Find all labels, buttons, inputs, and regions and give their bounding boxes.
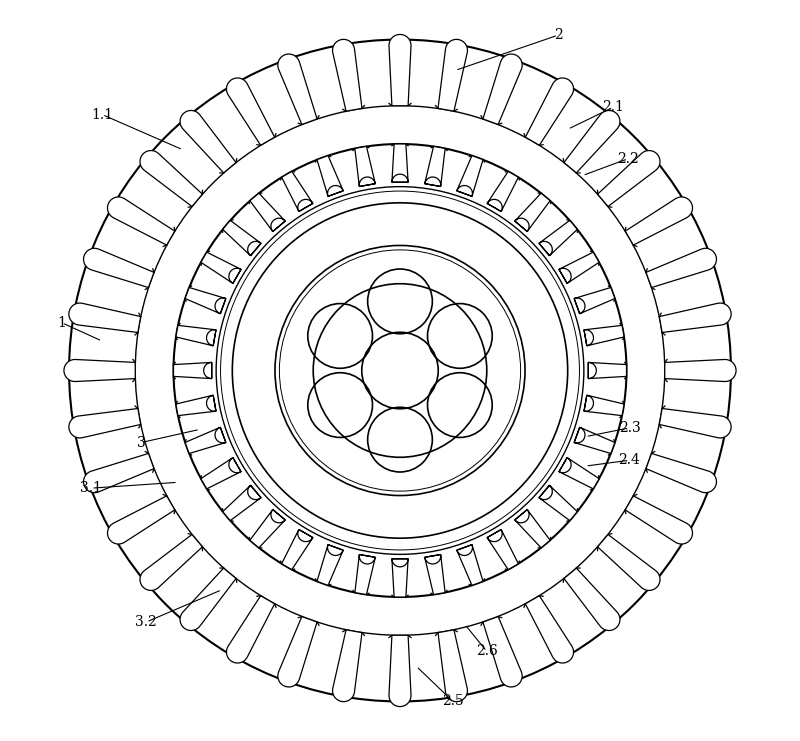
Polygon shape [69, 408, 141, 438]
Polygon shape [626, 197, 693, 245]
Polygon shape [83, 248, 154, 288]
Polygon shape [392, 559, 408, 597]
Polygon shape [69, 303, 141, 333]
Text: 3.1: 3.1 [80, 481, 102, 495]
Polygon shape [355, 147, 375, 187]
Polygon shape [526, 78, 574, 145]
Polygon shape [174, 362, 212, 379]
Polygon shape [389, 35, 411, 106]
Polygon shape [659, 408, 731, 438]
Polygon shape [392, 144, 408, 182]
Text: 2.3: 2.3 [618, 421, 640, 435]
Text: 3.2: 3.2 [135, 615, 157, 629]
Text: 2.4: 2.4 [618, 453, 640, 468]
Polygon shape [646, 248, 717, 288]
Polygon shape [201, 252, 241, 283]
Polygon shape [559, 252, 599, 283]
Polygon shape [389, 635, 411, 706]
Polygon shape [483, 54, 522, 124]
Polygon shape [539, 485, 578, 521]
Polygon shape [226, 596, 274, 663]
Polygon shape [457, 545, 483, 585]
Polygon shape [140, 150, 202, 207]
Text: 2.5: 2.5 [442, 694, 464, 708]
Polygon shape [564, 568, 620, 631]
Polygon shape [515, 193, 550, 231]
Polygon shape [659, 303, 731, 333]
Polygon shape [564, 110, 620, 173]
Text: 1.1: 1.1 [91, 107, 113, 122]
Polygon shape [584, 325, 624, 346]
Polygon shape [574, 428, 615, 453]
Polygon shape [201, 458, 241, 489]
Polygon shape [425, 147, 445, 187]
Polygon shape [250, 510, 285, 548]
Polygon shape [317, 545, 343, 585]
Polygon shape [83, 453, 154, 493]
Polygon shape [107, 496, 174, 544]
Polygon shape [438, 39, 467, 111]
Polygon shape [483, 617, 522, 687]
Polygon shape [107, 197, 174, 245]
Polygon shape [333, 630, 362, 702]
Polygon shape [515, 510, 550, 548]
Polygon shape [487, 530, 518, 570]
Polygon shape [457, 156, 483, 196]
Polygon shape [250, 193, 285, 231]
Text: 2: 2 [554, 28, 562, 42]
Polygon shape [646, 453, 717, 493]
Polygon shape [665, 359, 736, 382]
Polygon shape [584, 395, 624, 416]
Polygon shape [526, 596, 574, 663]
Polygon shape [185, 288, 226, 313]
Polygon shape [438, 630, 467, 702]
Polygon shape [282, 530, 313, 570]
Polygon shape [278, 54, 317, 124]
Polygon shape [222, 485, 261, 521]
Polygon shape [559, 458, 599, 489]
Polygon shape [355, 554, 375, 594]
Polygon shape [282, 171, 313, 211]
Polygon shape [598, 534, 660, 591]
Polygon shape [574, 288, 615, 313]
Polygon shape [180, 110, 236, 173]
Text: 3: 3 [137, 436, 146, 450]
Polygon shape [64, 359, 135, 382]
Polygon shape [176, 325, 216, 346]
Polygon shape [425, 554, 445, 594]
Text: 1: 1 [58, 316, 66, 330]
Text: 2.6: 2.6 [476, 645, 498, 659]
Polygon shape [317, 156, 343, 196]
Polygon shape [185, 428, 226, 453]
Polygon shape [588, 362, 626, 379]
Polygon shape [226, 78, 274, 145]
Text: 2.2: 2.2 [617, 152, 639, 166]
Text: 2.1: 2.1 [602, 100, 624, 114]
Polygon shape [598, 150, 660, 207]
Polygon shape [222, 220, 261, 256]
Polygon shape [180, 568, 236, 631]
Polygon shape [278, 617, 317, 687]
Polygon shape [140, 534, 202, 591]
Polygon shape [333, 39, 362, 111]
Polygon shape [626, 496, 693, 544]
Polygon shape [176, 395, 216, 416]
Polygon shape [487, 171, 518, 211]
Polygon shape [539, 220, 578, 256]
